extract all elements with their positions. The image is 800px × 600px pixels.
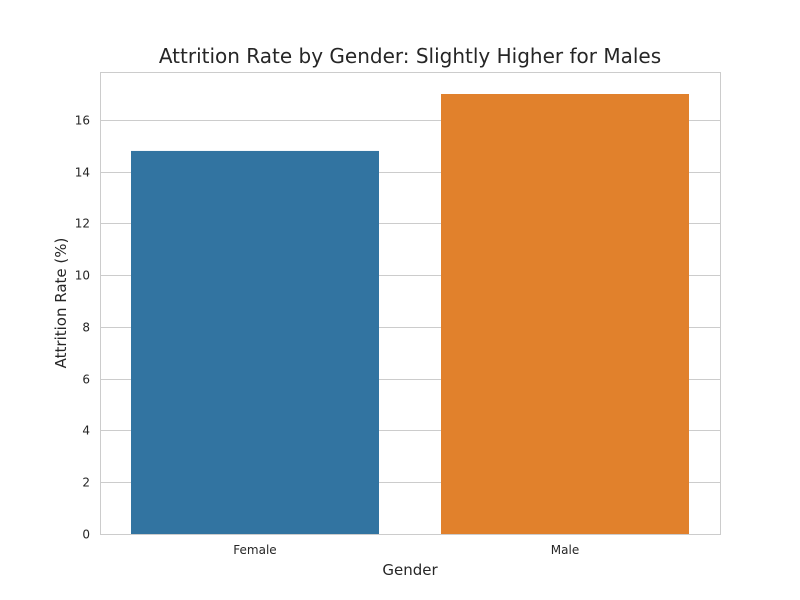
x-tick-label: Male [551,543,579,557]
bars [131,94,689,535]
y-tick-label: 4 [82,424,90,438]
x-tick-labels: Female Male [233,543,579,557]
bar-female [131,150,379,535]
plot-frame [100,72,721,535]
y-tick-label: 12 [75,217,90,231]
y-tick-label: 2 [82,476,90,490]
y-tick-label: 0 [82,528,90,542]
y-tick-label: 10 [75,269,90,283]
y-tick-label: 16 [75,114,90,128]
x-tick-label: Female [233,543,276,557]
y-axis-label: Attrition Rate (%) [52,238,70,369]
y-tick-label: 6 [82,373,90,387]
y-tick-labels: 0 2 4 6 8 10 12 14 16 [75,114,90,542]
y-tick-label: 8 [82,321,90,335]
chart-title: Attrition Rate by Gender: Slightly Highe… [159,44,661,68]
y-tick-label: 14 [75,166,90,180]
x-axis-label: Gender [382,561,438,579]
bar-male [441,94,689,534]
